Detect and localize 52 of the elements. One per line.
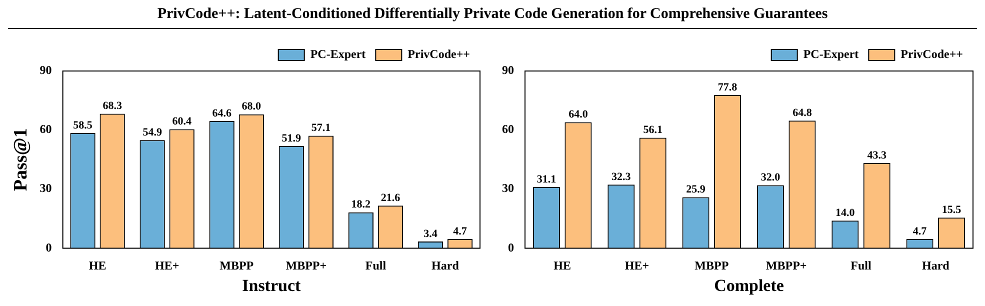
data-label: 58.5 [73,119,94,132]
x-tick-label: Full [366,258,387,272]
x-tick-label: Hard [922,258,950,272]
x-tick-label: MBPP+ [286,258,327,272]
data-label: 77.8 [718,81,738,94]
data-label: 64.8 [792,106,812,119]
data-label: 31.1 [536,173,556,186]
x-tick-label: HE [89,258,106,272]
data-label: 21.6 [381,192,401,204]
legend-label: PC-Expert [310,47,366,62]
data-label: 51.9 [282,132,302,144]
y-tick-label: 90 [40,63,52,78]
y-tick-label: 90 [502,63,514,78]
y-tick-label: 0 [508,240,514,254]
x-tick-label: HE [553,258,571,272]
data-label: 14.0 [835,206,856,219]
data-label: 25.9 [686,184,706,196]
y-tick-label: 60 [40,122,52,136]
y-tick-label: 0 [46,240,52,254]
x-tick-label: MBPP [694,258,728,272]
data-label: 68.3 [102,100,123,112]
x-tick-label: MBPP [220,258,254,272]
y-tick-label: 30 [40,181,52,196]
data-label: 57.1 [312,122,331,134]
legend-label: PC-Expert [803,47,858,62]
data-label: 32.0 [760,172,780,184]
data-label: 4.7 [912,225,927,238]
data-label: 15.5 [942,204,962,216]
x-tick-label: MBPP+ [766,258,807,272]
x-tick-label: Hard [432,258,460,272]
legend-label: PrivCode++ [408,47,470,62]
x-axis-title: Complete [714,276,784,296]
data-label: 3.4 [424,228,438,240]
x-tick-label: HE+ [624,258,649,272]
y-tick-label: 60 [502,122,514,136]
chart-title: PrivCode++: Latent-Conditioned Differentially Private Code Generation for Comprehensive Guarantees [8,0,977,29]
data-label: 18.2 [352,198,372,211]
data-label: 4.7 [453,225,468,238]
data-label: 54.9 [142,126,163,138]
data-label: 43.3 [866,149,887,162]
x-axis-title: Instruct [242,276,302,296]
data-label: 56.1 [642,124,662,136]
data-label: 60.4 [172,116,192,128]
y-tick-label: 30 [502,181,514,196]
data-label: 68.0 [242,100,262,113]
x-tick-label: Full [850,258,872,272]
legend-label: PrivCode++ [900,47,963,62]
data-label: 64.6 [212,107,232,120]
data-label: 32.3 [611,170,632,183]
data-label: 64.0 [568,108,588,121]
x-tick-label: HE+ [155,258,180,272]
y-axis-title: Pass@1 [10,128,32,192]
